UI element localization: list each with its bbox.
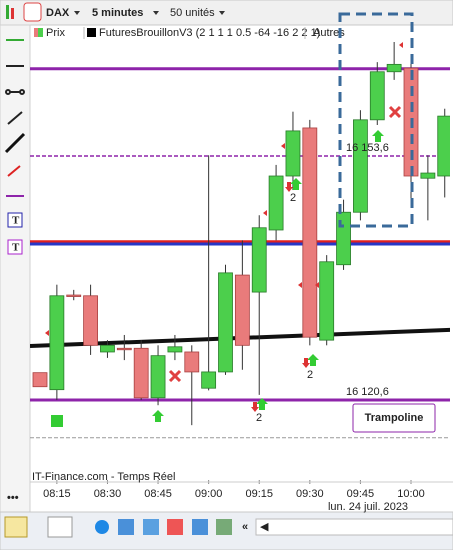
candle-body [116, 347, 132, 351]
signal-tick [298, 282, 302, 288]
candle-body [49, 295, 65, 391]
x-tick-label: 09:00 [195, 488, 223, 500]
signal-tick [399, 42, 403, 48]
signal-down [251, 402, 259, 412]
link-button[interactable] [23, 2, 42, 22]
units[interactable]: 50 unités [170, 7, 215, 19]
x-tick-label: 09:15 [245, 488, 273, 500]
annotation: 2 [307, 369, 313, 381]
candle-body [285, 130, 301, 177]
candle-body [83, 295, 98, 346]
candle-body [167, 346, 183, 353]
more-button[interactable]: ••• [7, 492, 19, 504]
legend-label: Prix [46, 27, 65, 39]
icon[interactable]: T [12, 242, 20, 254]
legend-swatch [87, 28, 96, 37]
candle-body [32, 372, 48, 388]
legend-label: FuturesBrouillonV3 (2 1 1 1 0.5 -64 -16 … [99, 27, 320, 39]
candle-body [420, 172, 436, 179]
candle-body [218, 272, 233, 373]
legend-swatch [34, 28, 38, 37]
signal-x [168, 369, 182, 383]
svg-text:«: « [242, 521, 248, 533]
candle-body [184, 351, 200, 373]
candle-body [66, 294, 82, 297]
legend-swatch [34, 28, 43, 37]
x-tick-label: 10:00 [397, 488, 425, 500]
annotation: 2 [290, 192, 296, 204]
candle-body [251, 227, 267, 293]
candle-body [234, 274, 250, 346]
left-toolbar [0, 24, 31, 513]
x-tick-label: 09:45 [347, 488, 375, 500]
x-tick-label: 08:15 [43, 488, 71, 500]
candle-body [369, 71, 385, 121]
source: IT-Finance.com - Temps Réel [32, 471, 175, 483]
x-tick-label: 09:30 [296, 488, 324, 500]
candle-body [386, 63, 402, 73]
x-tick-label: 08:30 [94, 488, 122, 500]
icon [6, 5, 9, 19]
candle-body [302, 127, 318, 338]
candle-body [100, 344, 115, 353]
dropdown-arrow[interactable] [219, 11, 225, 15]
icon [11, 8, 14, 19]
symbol[interactable]: DAX [46, 7, 70, 19]
signal-x [388, 105, 402, 119]
drawing-tools[interactable] [4, 39, 26, 255]
candle-body [268, 175, 284, 231]
signal-up [372, 130, 384, 142]
button-frame [352, 403, 436, 433]
annotation: 2 [256, 412, 262, 424]
dropdown-arrow[interactable] [74, 11, 80, 15]
bottom-icons[interactable]: « ◀ [4, 516, 453, 538]
icon[interactable]: T [12, 215, 20, 227]
dropdown-arrow[interactable] [153, 11, 159, 15]
level-label: 16 120,6 [346, 386, 389, 398]
signal-tick [281, 143, 285, 149]
candle-body [133, 347, 149, 399]
signal-tick [263, 210, 267, 216]
candle-body [150, 355, 166, 399]
signal-square [51, 415, 63, 427]
level-label: 16 153,6 [346, 142, 389, 154]
signal-tick [315, 282, 319, 288]
legend-label: Autres [313, 27, 345, 39]
signal-down [302, 358, 310, 368]
signal-up [152, 410, 164, 422]
signal-tick [45, 330, 49, 336]
svg-text:◀: ◀ [260, 521, 269, 533]
candle-body [201, 371, 217, 389]
period[interactable]: 5 minutes [92, 7, 143, 19]
x-tick-label: 08:45 [144, 488, 172, 500]
selection-box [338, 12, 414, 228]
candle-body [437, 115, 450, 177]
candle-body [319, 261, 335, 341]
date-label: lun. 24 juil. 2023 [328, 501, 408, 513]
button[interactable]: Trampoline [365, 412, 424, 424]
signal-down [285, 182, 293, 192]
candle-body [353, 119, 368, 213]
